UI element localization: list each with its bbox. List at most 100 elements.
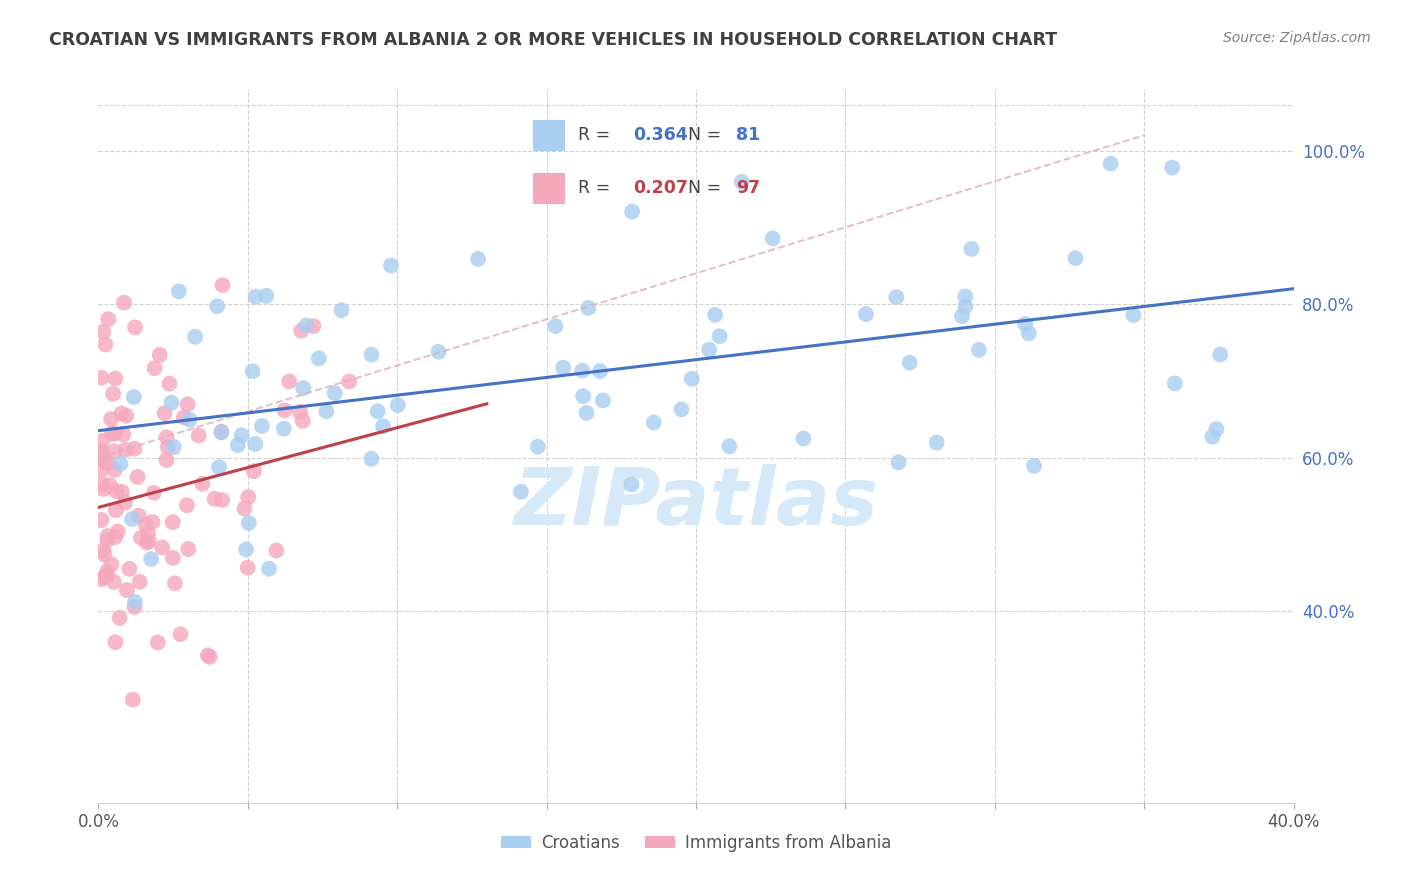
Point xyxy=(1064,251,1087,265)
Point xyxy=(153,406,176,420)
Point xyxy=(90,572,112,586)
Point xyxy=(146,635,169,649)
Point xyxy=(96,569,118,583)
Point xyxy=(960,242,983,256)
Point xyxy=(575,406,598,420)
Point xyxy=(96,533,118,548)
Point xyxy=(100,558,122,572)
Point xyxy=(184,330,207,344)
Point xyxy=(621,204,644,219)
Point xyxy=(112,427,135,442)
Point xyxy=(111,484,134,499)
Point xyxy=(104,371,127,385)
Point xyxy=(104,426,127,441)
Point xyxy=(950,310,973,324)
Legend: Croatians, Immigrants from Albania: Croatians, Immigrants from Albania xyxy=(495,828,897,859)
Point xyxy=(159,376,181,391)
Point xyxy=(290,324,312,338)
Point xyxy=(104,463,127,477)
Point xyxy=(1205,422,1227,436)
Point xyxy=(121,512,143,526)
Point xyxy=(855,307,877,321)
Text: Source: ZipAtlas.com: Source: ZipAtlas.com xyxy=(1223,31,1371,45)
Point xyxy=(337,375,360,389)
Point xyxy=(155,453,177,467)
Point xyxy=(243,464,266,478)
Point xyxy=(136,535,159,549)
Point xyxy=(91,448,114,462)
Point xyxy=(128,574,150,589)
Point xyxy=(155,430,177,444)
Point xyxy=(93,452,115,467)
Point xyxy=(238,516,260,530)
Point xyxy=(643,416,665,430)
Point xyxy=(96,565,118,579)
Point xyxy=(91,477,114,491)
Point xyxy=(118,562,141,576)
Point xyxy=(156,440,179,454)
Point xyxy=(211,425,233,439)
Point xyxy=(90,513,112,527)
Point xyxy=(150,541,173,555)
Point xyxy=(509,484,531,499)
Point xyxy=(235,542,257,557)
Point xyxy=(527,440,550,454)
Point xyxy=(121,692,143,706)
Point xyxy=(718,439,741,453)
Point xyxy=(371,419,394,434)
Point xyxy=(141,552,163,566)
Point xyxy=(90,370,112,384)
Point xyxy=(187,428,209,442)
Point xyxy=(236,560,259,574)
Point xyxy=(173,410,195,425)
Point xyxy=(231,428,253,442)
Point xyxy=(273,403,295,417)
Point xyxy=(266,543,288,558)
Point xyxy=(107,524,129,539)
Point xyxy=(101,426,124,441)
Point xyxy=(91,434,114,448)
Point xyxy=(108,611,131,625)
Point xyxy=(250,419,273,434)
Point xyxy=(1164,376,1187,391)
Point xyxy=(242,364,264,378)
Point xyxy=(898,355,921,369)
Point xyxy=(704,308,727,322)
Point xyxy=(211,278,233,293)
Point xyxy=(122,390,145,404)
Point xyxy=(169,627,191,641)
Point xyxy=(553,360,575,375)
Point xyxy=(709,329,731,343)
Point xyxy=(571,364,593,378)
Point xyxy=(163,440,186,454)
Point xyxy=(91,543,114,558)
Point xyxy=(967,343,990,357)
Point xyxy=(360,348,382,362)
Point xyxy=(467,252,489,266)
Point xyxy=(330,303,353,318)
Point xyxy=(163,576,186,591)
Text: CROATIAN VS IMMIGRANTS FROM ALBANIA 2 OR MORE VEHICLES IN HOUSEHOLD CORRELATION : CROATIAN VS IMMIGRANTS FROM ALBANIA 2 OR… xyxy=(49,31,1057,49)
Point xyxy=(697,343,720,357)
Point xyxy=(124,320,146,334)
Point xyxy=(288,405,311,419)
Point xyxy=(257,562,280,576)
Point xyxy=(114,442,136,457)
Point xyxy=(93,548,115,562)
Point xyxy=(925,435,948,450)
Point xyxy=(167,285,190,299)
Point xyxy=(1022,458,1045,473)
Point xyxy=(124,599,146,614)
Point xyxy=(245,437,267,451)
Point xyxy=(136,526,159,541)
Point xyxy=(142,485,165,500)
Point xyxy=(110,457,132,471)
Point xyxy=(124,595,146,609)
Point xyxy=(211,425,233,440)
Point xyxy=(295,318,318,333)
Point xyxy=(544,319,567,334)
Point xyxy=(681,372,703,386)
Point xyxy=(254,289,277,303)
Point xyxy=(176,397,198,411)
Point xyxy=(177,541,200,556)
